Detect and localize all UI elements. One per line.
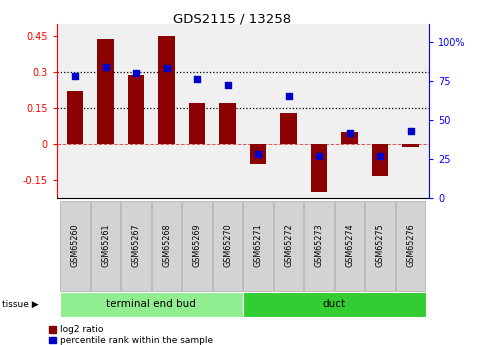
Text: GSM65261: GSM65261: [101, 223, 110, 267]
Text: tissue ▶: tissue ▶: [2, 300, 39, 309]
Bar: [396, 201, 425, 290]
Text: GSM65267: GSM65267: [132, 223, 141, 267]
Bar: [60, 201, 90, 290]
Text: GSM65273: GSM65273: [315, 223, 323, 267]
Bar: [219, 104, 236, 144]
Bar: [91, 201, 120, 290]
Bar: [365, 201, 395, 290]
Text: GSM65268: GSM65268: [162, 223, 171, 267]
Bar: [372, 144, 388, 176]
Bar: [280, 113, 297, 144]
Text: duct: duct: [323, 299, 346, 309]
Text: GSM65276: GSM65276: [406, 223, 415, 267]
Bar: [182, 201, 212, 290]
Point: [224, 83, 232, 88]
Text: GSM65271: GSM65271: [253, 223, 263, 267]
Point: [346, 130, 353, 135]
Bar: [243, 292, 426, 317]
Point: [163, 66, 171, 71]
Point: [102, 64, 109, 69]
Text: GSM65275: GSM65275: [376, 223, 385, 267]
Bar: [402, 144, 419, 147]
Bar: [249, 144, 266, 164]
Point: [284, 94, 292, 99]
Legend: log2 ratio, percentile rank within the sample: log2 ratio, percentile rank within the s…: [49, 325, 213, 345]
Bar: [213, 201, 243, 290]
Point: [376, 153, 384, 159]
Point: [71, 73, 79, 79]
Bar: [128, 75, 144, 144]
Bar: [67, 91, 83, 144]
Text: GSM65274: GSM65274: [345, 223, 354, 267]
Bar: [152, 201, 181, 290]
Point: [132, 70, 140, 76]
Text: terminal end bud: terminal end bud: [106, 299, 196, 309]
Point: [407, 128, 415, 134]
Text: GSM65272: GSM65272: [284, 223, 293, 267]
Point: [315, 153, 323, 159]
Text: GSM65260: GSM65260: [70, 223, 79, 267]
Bar: [97, 39, 114, 144]
Bar: [335, 201, 364, 290]
Bar: [158, 36, 175, 144]
Bar: [274, 201, 303, 290]
Bar: [189, 104, 206, 144]
Bar: [121, 201, 151, 290]
Point: [254, 152, 262, 157]
Text: GDS2115 / 13258: GDS2115 / 13258: [173, 12, 291, 25]
Bar: [304, 201, 334, 290]
Text: GSM65270: GSM65270: [223, 223, 232, 267]
Bar: [311, 144, 327, 193]
Bar: [341, 132, 358, 144]
Bar: [60, 292, 243, 317]
Point: [193, 77, 201, 82]
Bar: [243, 201, 273, 290]
Text: GSM65269: GSM65269: [193, 223, 202, 267]
